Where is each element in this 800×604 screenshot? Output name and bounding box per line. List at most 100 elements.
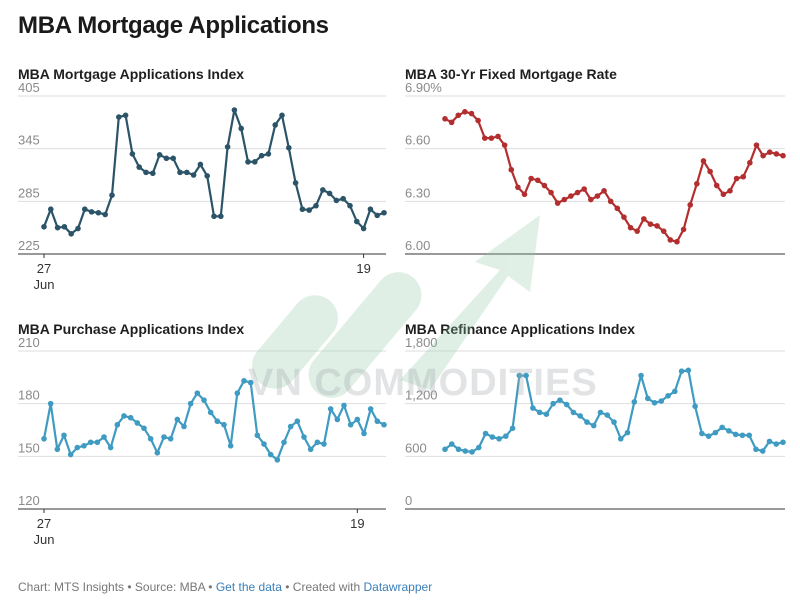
- data-point: [136, 164, 142, 170]
- data-point: [333, 197, 340, 204]
- data-point: [614, 205, 621, 212]
- page-title: MBA Mortgage Applications: [18, 12, 329, 39]
- series-line: [444, 369, 784, 454]
- data-point: [604, 412, 611, 418]
- y-tick-label: 345: [18, 133, 40, 148]
- y-tick-label: 150: [18, 440, 40, 455]
- data-point: [54, 224, 61, 231]
- get-the-data-link[interactable]: Get the data: [215, 580, 282, 594]
- data-point: [685, 367, 692, 374]
- footer-separator: •: [127, 580, 132, 594]
- data-point: [611, 419, 617, 425]
- data-point: [143, 169, 149, 176]
- series-line: [444, 110, 784, 243]
- data-point: [174, 416, 181, 423]
- data-point: [231, 107, 238, 113]
- data-point: [475, 117, 481, 124]
- data-point: [265, 151, 272, 157]
- data-point: [102, 211, 108, 218]
- y-tick-label: 1,200: [405, 388, 438, 403]
- data-point: [74, 444, 81, 451]
- data-point: [361, 430, 367, 437]
- data-point: [617, 435, 624, 442]
- data-point: [476, 444, 482, 451]
- data-point: [563, 401, 570, 408]
- chart-title: MBA Purchase Applications Index: [18, 321, 245, 337]
- y-tick-label: 120: [18, 493, 40, 508]
- data-point: [87, 439, 94, 446]
- data-point: [601, 188, 607, 194]
- data-point: [114, 421, 121, 428]
- data-point: [700, 158, 707, 164]
- datawrapper-link[interactable]: Datawrapper: [363, 580, 433, 594]
- data-point: [712, 429, 719, 436]
- data-point: [141, 425, 147, 432]
- data-point: [320, 187, 326, 193]
- data-point: [95, 209, 102, 216]
- data-point: [238, 125, 244, 132]
- x-tick-label: 27: [37, 516, 51, 531]
- data-point: [627, 224, 634, 231]
- data-point: [287, 423, 294, 430]
- data-point: [760, 152, 766, 159]
- data-point: [307, 446, 314, 453]
- data-point: [727, 188, 733, 194]
- data-point: [692, 403, 698, 410]
- data-point: [61, 223, 68, 230]
- data-point: [161, 434, 167, 440]
- data-point: [658, 398, 665, 404]
- data-point: [61, 432, 67, 439]
- data-point: [516, 372, 523, 379]
- y-tick-label: 600: [405, 440, 427, 455]
- data-point: [726, 428, 732, 434]
- data-point: [334, 416, 341, 423]
- data-point: [197, 161, 204, 168]
- data-point: [678, 368, 685, 374]
- data-point: [354, 218, 360, 225]
- data-point: [201, 397, 207, 403]
- data-point: [753, 446, 759, 453]
- data-point: [597, 409, 604, 416]
- data-point: [147, 435, 154, 442]
- data-point: [753, 142, 760, 148]
- data-point: [442, 446, 448, 453]
- data-point: [699, 430, 705, 437]
- y-tick-label: 405: [18, 80, 40, 95]
- data-point: [740, 173, 747, 180]
- data-point: [455, 446, 462, 453]
- data-point: [501, 142, 508, 148]
- data-point: [654, 223, 660, 229]
- data-point: [588, 196, 594, 203]
- data-point: [647, 221, 654, 227]
- data-point: [170, 155, 176, 162]
- data-point: [672, 388, 678, 395]
- data-point: [247, 379, 254, 386]
- data-point: [496, 435, 502, 442]
- data-point: [221, 421, 227, 428]
- data-point: [184, 169, 190, 176]
- data-point: [530, 405, 536, 411]
- data-point: [462, 448, 469, 454]
- data-point: [719, 424, 725, 431]
- data-point: [367, 406, 374, 412]
- data-point: [75, 225, 81, 232]
- data-point: [163, 155, 170, 162]
- data-point: [252, 159, 258, 165]
- data-point: [67, 451, 74, 458]
- data-point: [448, 441, 455, 447]
- data-point: [254, 432, 261, 439]
- data-point: [509, 425, 516, 432]
- data-point: [360, 225, 367, 232]
- data-point: [347, 421, 354, 428]
- data-point: [116, 114, 122, 120]
- data-point: [267, 451, 274, 458]
- data-point: [641, 216, 647, 222]
- data-point: [570, 409, 577, 416]
- series-line: [42, 379, 385, 461]
- y-tick-label: 0: [405, 493, 412, 508]
- data-point: [340, 195, 347, 202]
- x-tick-sublabel: Jun: [34, 532, 55, 547]
- data-point: [214, 418, 221, 425]
- data-point: [54, 446, 61, 453]
